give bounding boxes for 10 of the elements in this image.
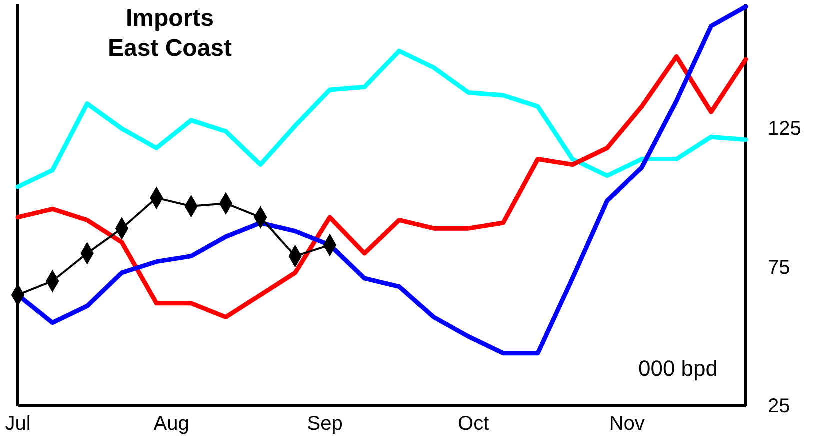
x-tick-label: Jul (5, 413, 31, 435)
text: Imports East Coast (108, 5, 232, 62)
y-tick-label: 75 (768, 256, 790, 279)
x-tick-label: Sep (307, 413, 343, 435)
x-tick-label: Oct (458, 413, 490, 435)
y-tick-label: 25 (768, 395, 790, 418)
annotation: 000 bpd (638, 356, 718, 381)
y-tick-label: 125 (768, 118, 802, 140)
x-tick-label: Aug (154, 413, 190, 435)
x-tick-label: Nov (609, 413, 645, 435)
